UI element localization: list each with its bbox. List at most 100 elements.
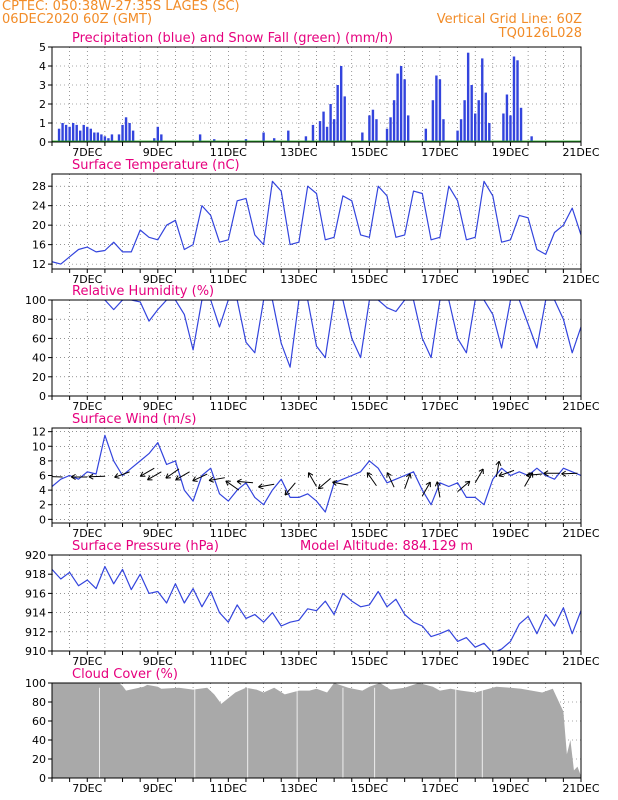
precip-bar xyxy=(57,128,61,142)
x-tick-label: 9DEC xyxy=(143,400,173,413)
y-tick-label: 4 xyxy=(39,484,46,497)
precip-bar xyxy=(325,126,329,142)
wind-arrow xyxy=(208,476,225,483)
precip-bar xyxy=(332,119,336,142)
y-tick-label: 20 xyxy=(32,219,46,232)
x-tick-label: 15DEC xyxy=(351,655,388,668)
wind-arrow xyxy=(307,472,317,487)
x-tick-label: 19DEC xyxy=(492,400,529,413)
x-tick-label: 9DEC xyxy=(143,146,173,159)
wind-arrow xyxy=(495,460,502,478)
precip-bar xyxy=(484,92,487,142)
panel-title: Surface Wind (m/s) xyxy=(72,412,196,427)
y-tick-label: 1 xyxy=(39,117,46,130)
precip-bar xyxy=(329,104,332,142)
wind-arrow xyxy=(258,483,275,490)
y-tick-label: 80 xyxy=(32,313,46,326)
precip-bar xyxy=(79,130,82,142)
wind-arrow xyxy=(561,470,578,477)
precip-bar xyxy=(438,79,442,142)
precip-bar xyxy=(103,136,107,142)
y-tick-label: 12 xyxy=(32,426,46,439)
x-tick-label: 9DEC xyxy=(143,273,173,286)
series-humidity xyxy=(104,300,581,368)
wind-arrow xyxy=(88,473,105,480)
precip-bar xyxy=(403,79,406,142)
header-grid-info: Vertical Grid Line: 60Z xyxy=(436,12,582,27)
y-tick-label: 10 xyxy=(32,440,46,453)
precip-bar xyxy=(502,113,505,142)
x-tick-label: 7DEC xyxy=(72,527,102,540)
panel-cloud: 0 20 40 60 80 100 7DEC 9DEC 11DEC 13DEC 15DEC 17DEC… xyxy=(25,667,600,795)
precip-bar xyxy=(505,94,509,142)
x-tick-label: 11DEC xyxy=(210,146,247,159)
precip-bar xyxy=(368,115,371,142)
precip-bar xyxy=(463,100,466,142)
precip-bar xyxy=(477,100,480,142)
y-tick-label: 80 xyxy=(32,696,46,709)
wind-arrow xyxy=(175,471,190,481)
wind-arrow xyxy=(139,467,155,477)
x-tick-label: 19DEC xyxy=(492,782,529,795)
x-tick-label: 11DEC xyxy=(210,527,247,540)
x-tick-label: 11DEC xyxy=(210,400,247,413)
header-code: TQ0126L028 xyxy=(498,26,582,41)
x-tick-label: 9DEC xyxy=(143,655,173,668)
precip-bar xyxy=(82,124,85,142)
x-tick-label: 17DEC xyxy=(421,782,458,795)
wind-arrow xyxy=(225,480,240,491)
wind-arrow xyxy=(474,468,484,484)
x-tick-label: 15DEC xyxy=(351,400,388,413)
precip-bar xyxy=(385,128,389,142)
precip-bar xyxy=(198,134,202,142)
y-tick-label: 912 xyxy=(25,626,46,639)
x-tick-label: 19DEC xyxy=(492,527,529,540)
wind-arrow xyxy=(114,471,130,479)
x-tick-label: 21DEC xyxy=(562,782,599,795)
precip-bar xyxy=(71,123,75,142)
precip-bar xyxy=(466,52,470,142)
wind-arrow xyxy=(543,470,560,477)
x-tick-label: 7DEC xyxy=(72,273,102,286)
precip-bar xyxy=(287,130,290,142)
x-tick-label: 17DEC xyxy=(421,273,458,286)
x-tick-label: 21DEC xyxy=(562,146,599,159)
precip-bar xyxy=(392,100,396,142)
precip-bar xyxy=(339,66,343,142)
y-tick-label: 20 xyxy=(32,753,46,766)
wind-arrow xyxy=(317,478,331,490)
precip-bar xyxy=(272,138,276,142)
header-location: CPTEC: 050:38W-27:35S LAGES (SC) xyxy=(2,0,240,14)
y-tick-label: 3 xyxy=(39,79,46,92)
cloud-cover-area xyxy=(52,683,581,778)
series-cloud xyxy=(52,683,581,778)
wind-arrow xyxy=(192,473,208,482)
x-tick-label: 13DEC xyxy=(280,655,317,668)
precip-bar xyxy=(100,134,103,142)
precip-bar xyxy=(128,123,131,142)
precip-bar xyxy=(121,124,124,142)
y-tick-label: 40 xyxy=(32,734,46,747)
x-tick-label: 21DEC xyxy=(562,273,599,286)
x-tick-label: 7DEC xyxy=(72,146,102,159)
y-tick-label: 24 xyxy=(32,200,46,213)
series-precip xyxy=(52,52,581,142)
precip-bar xyxy=(318,121,322,142)
x-tick-label: 7DEC xyxy=(72,655,102,668)
header-date: 06DEC2020 60Z (GMT) xyxy=(2,12,153,27)
precip-bar xyxy=(311,124,315,142)
wind-arrow xyxy=(147,471,162,481)
precip-bar xyxy=(110,134,114,142)
x-tick-label: 21DEC xyxy=(562,400,599,413)
y-tick-label: 8 xyxy=(39,455,46,468)
precip-bar xyxy=(262,132,265,142)
x-tick-label: 19DEC xyxy=(492,655,529,668)
y-tick-label: 12 xyxy=(32,258,46,271)
wind-arrow xyxy=(498,469,515,478)
x-tick-label: 11DEC xyxy=(210,273,247,286)
panel-temperature: 12 16 20 24 28 7DEC 9DEC 11DEC 13DEC 15DEC 17DEC 19… xyxy=(32,158,600,286)
wind-arrow xyxy=(366,472,377,487)
y-tick-label: 0 xyxy=(39,390,46,403)
